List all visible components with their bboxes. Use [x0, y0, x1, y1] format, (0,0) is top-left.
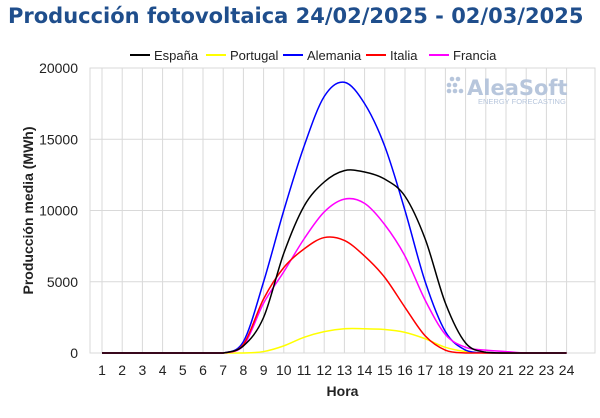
y-tick-label: 20000 — [39, 60, 78, 76]
x-tick-label: 17 — [417, 362, 433, 378]
series-line-espaa — [102, 169, 567, 354]
series-line-portugal — [102, 327, 567, 354]
x-tick-label: 6 — [199, 362, 207, 378]
x-tick-label: 13 — [337, 362, 353, 378]
chart-grid — [89, 67, 596, 354]
legend-label: Francia — [453, 48, 497, 63]
aleasoft-logo: AleaSoft ENERGY FORECASTING — [446, 76, 568, 106]
legend-label: España — [154, 48, 199, 63]
legend-label: Portugal — [230, 48, 279, 63]
x-axis-label: Hora — [327, 383, 359, 399]
y-tick-label: 5000 — [47, 274, 78, 290]
x-tick-label: 10 — [276, 362, 292, 378]
x-tick-label: 23 — [539, 362, 555, 378]
x-tick-label: 7 — [219, 362, 227, 378]
logo-name: AleaSoft — [467, 76, 568, 100]
x-tick-label: 9 — [260, 362, 268, 378]
series-line-alemania — [102, 81, 567, 354]
x-tick-label: 8 — [240, 362, 248, 378]
x-tick-label: 21 — [498, 362, 514, 378]
x-tick-label: 2 — [118, 362, 126, 378]
y-tick-label: 0 — [70, 345, 78, 361]
x-tick-label: 18 — [438, 362, 454, 378]
x-tick-label: 5 — [179, 362, 187, 378]
chart-legend: España Portugal Alemania Italia Francia — [130, 48, 497, 63]
legend-label: Alemania — [307, 48, 362, 63]
x-tick-label: 20 — [478, 362, 494, 378]
x-tick-label: 15 — [377, 362, 393, 378]
x-tick-label: 3 — [139, 362, 147, 378]
page-title: Producción fotovoltaica 24/02/2025 - 02/… — [8, 4, 584, 28]
y-tick-label: 15000 — [39, 131, 78, 147]
x-tick-label: 16 — [397, 362, 413, 378]
x-tick-label: 19 — [458, 362, 474, 378]
y-axis-label: Producción media (MWh) — [20, 127, 36, 295]
chart-labels: Hora Producción media (MWh) — [20, 127, 359, 400]
y-tick-label: 10000 — [39, 203, 78, 219]
x-tick-label: 12 — [316, 362, 332, 378]
chart-series — [102, 81, 567, 354]
legend-label: Italia — [390, 48, 418, 63]
x-tick-label: 14 — [357, 362, 373, 378]
x-tick-label: 1 — [98, 362, 106, 378]
x-tick-label: 11 — [297, 362, 312, 378]
series-line-italia — [102, 236, 567, 354]
x-tick-label: 4 — [159, 362, 167, 378]
x-tick-label: 22 — [518, 362, 534, 378]
x-tick-label: 24 — [559, 362, 575, 378]
logo-tagline: ENERGY FORECASTING — [478, 97, 566, 106]
logo-icon — [446, 76, 464, 94]
